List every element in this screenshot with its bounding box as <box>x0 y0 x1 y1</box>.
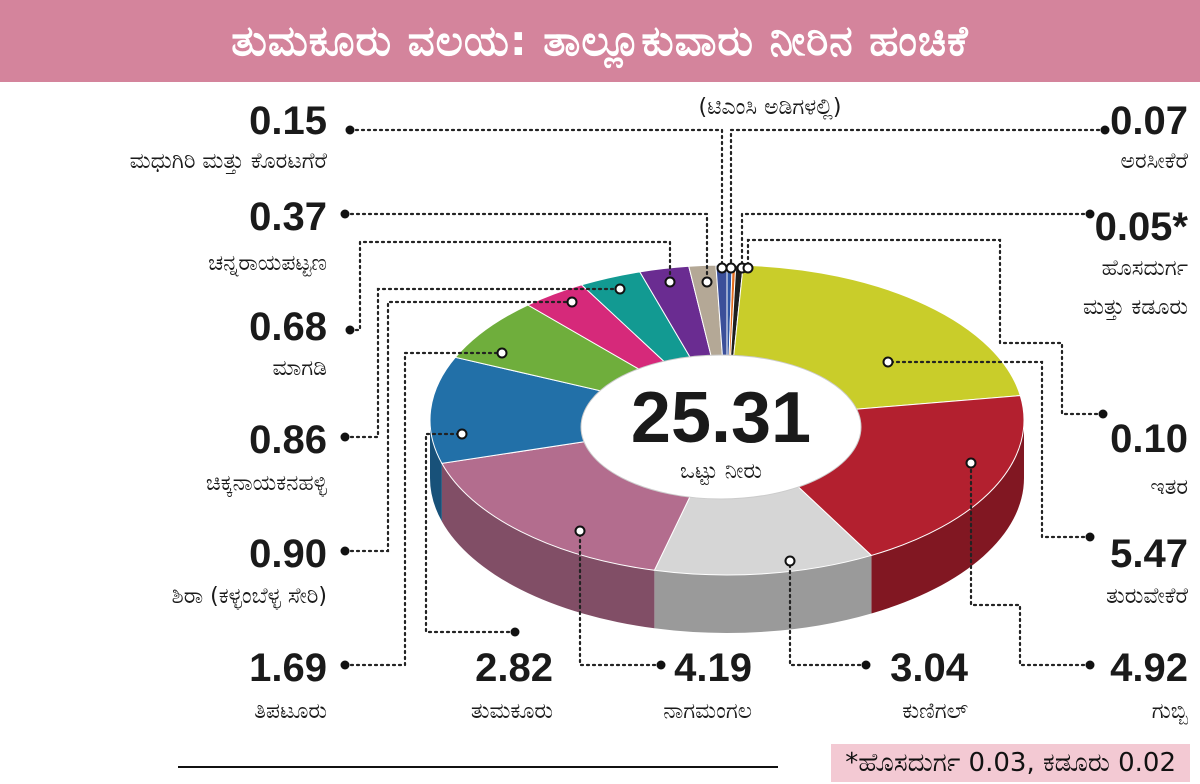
leader-end-5 <box>784 555 796 567</box>
leader-end-11 <box>664 276 676 288</box>
slice-label-2: ಇತರ <box>1150 475 1188 500</box>
leader-line-6 <box>578 529 663 667</box>
pie-slice-7 <box>429 356 728 464</box>
leader-lines <box>340 125 1110 670</box>
slice-value-1: 0.05* <box>1095 205 1189 249</box>
pie-side-4 <box>871 420 1024 614</box>
leader-line-11 <box>348 240 672 332</box>
leader-line-1 <box>740 212 1092 270</box>
leader-dot-3 <box>1085 532 1095 542</box>
leader-dot-8 <box>340 660 350 670</box>
slice-label-5: ಕುಣಿಗಲ್ <box>902 699 968 724</box>
leader-end-2 <box>742 262 754 274</box>
slice-value-13: 0.15 <box>249 99 327 143</box>
slice-value-2: 0.10 <box>1110 417 1188 461</box>
footnote: *ಹೊಸದುರ್ಗ 0.03, ಕಡೂರು 0.02 <box>831 744 1190 782</box>
leader-dot-2 <box>1098 409 1108 419</box>
leader-end-13 <box>716 262 728 274</box>
slice-value-10: 0.86 <box>249 418 327 462</box>
leader-end-12 <box>701 276 713 288</box>
center-value: 25.31 <box>631 378 811 458</box>
center-label: ಒಟ್ಟು ನೀರು <box>680 459 762 485</box>
leader-dot-5 <box>861 660 871 670</box>
leader-end-8 <box>496 347 508 359</box>
slice-label-9: ಶಿರಾ (ಕಳ್ಳಂಬೆಳ್ಳ ಸೇರಿ) <box>172 584 327 611</box>
leader-dot-10 <box>340 432 350 442</box>
chart-subtitle: (ಟಿಎಂಸಿ ಅಡಿಗಳಲ್ಲಿ) <box>699 95 842 120</box>
leader-dot-9 <box>340 546 350 556</box>
leader-dot-11 <box>345 325 355 335</box>
center-ellipse <box>580 354 862 500</box>
slice-label-7: ತುಮಕೂರು <box>471 699 553 724</box>
slice-value-7: 2.82 <box>475 646 553 690</box>
slice-label-13: ಮಧುಗಿರಿ ಮತ್ತು ಕೊರಟಗೆರೆ <box>130 149 327 175</box>
leader-dot-6 <box>656 660 666 670</box>
leader-line-8 <box>343 351 504 667</box>
title-bar: ತುಮಕೂರು ವಲಯ: ತಾಲ್ಲೂಕುವಾರು ನೀರಿನ ಹಂಚಿಕೆ <box>0 0 1200 82</box>
slice-value-5: 3.04 <box>890 646 969 690</box>
leader-end-6 <box>574 525 586 537</box>
leader-end-7 <box>456 428 468 440</box>
slice-value-11: 0.68 <box>249 305 327 349</box>
leader-dot-12 <box>340 209 350 219</box>
slice-value-0: 0.07 <box>1110 99 1188 143</box>
leader-line-10 <box>343 287 622 439</box>
leader-end-4 <box>965 457 977 469</box>
leader-end-0 <box>725 262 737 274</box>
slice-label-4: ಗುಬ್ಬಿ <box>1152 699 1189 725</box>
pie-side-7 <box>430 420 442 522</box>
slice-value-4: 4.92 <box>1110 646 1188 690</box>
slice-value-8: 1.69 <box>249 646 327 690</box>
leader-dot-7 <box>510 627 520 637</box>
slice-label-8: ತಿಪಟೂರು <box>254 699 327 724</box>
leader-line-9 <box>343 300 574 553</box>
slice-label-1-line2: ಮತ್ತು ಕಡೂರು <box>1083 295 1188 321</box>
slice-labels: 0.07 ಅರಸೀಕೆರೆ 0.05* ಹೊಸದುರ್ಗ ಮತ್ತು ಕಡೂರು 0.10… <box>130 99 1189 725</box>
chart-title: ತುಮಕೂರು ವಲಯ: ತಾಲ್ಲೂಕುವಾರು ನೀರಿನ ಹಂಚಿಕೆ <box>231 16 969 65</box>
slice-label-0: ಅರಸೀಕೆರೆ <box>1121 149 1189 174</box>
leader-line-2 <box>746 238 1105 416</box>
leader-line-12 <box>343 212 709 284</box>
leader-line-3 <box>886 360 1092 539</box>
slice-label-10: ಚಿಕ್ಕನಾಯಕನಹಳ್ಳಿ <box>206 471 328 498</box>
leader-dot-0 <box>1100 125 1110 135</box>
leader-dot-4 <box>1085 660 1095 670</box>
slice-label-11: ಮಾಗಡಿ <box>273 356 327 381</box>
slice-value-12: 0.37 <box>249 195 327 239</box>
footnote-text: *ಹೊಸದುರ್ಗ 0.03, ಕಡೂರು 0.02 <box>845 747 1176 778</box>
leader-line-13 <box>348 128 724 270</box>
slice-value-6: 4.19 <box>674 646 752 690</box>
leader-end-3 <box>882 356 894 368</box>
leader-line-5 <box>788 559 868 667</box>
leader-dot-13 <box>345 125 355 135</box>
footnote-rule <box>178 766 778 768</box>
leader-end-9 <box>566 296 578 308</box>
leader-line-7 <box>424 432 517 634</box>
slice-label-3: ತುರುವೇಕೆರೆ <box>1106 584 1188 609</box>
slice-label-12: ಚನ್ನರಾಯಪಟ್ಟಣ <box>208 251 327 277</box>
slice-value-3: 5.47 <box>1110 532 1188 576</box>
leader-dot-1 <box>1085 209 1095 219</box>
pie-side-6 <box>441 463 655 629</box>
slice-label-6: ನಾಗಮಂಗಲ <box>663 699 752 724</box>
leader-line-0 <box>729 128 1107 270</box>
leader-end-10 <box>614 283 626 295</box>
slice-value-9: 0.90 <box>249 532 327 576</box>
slice-label-1: ಹೊಸದುರ್ಗ <box>1102 256 1188 281</box>
